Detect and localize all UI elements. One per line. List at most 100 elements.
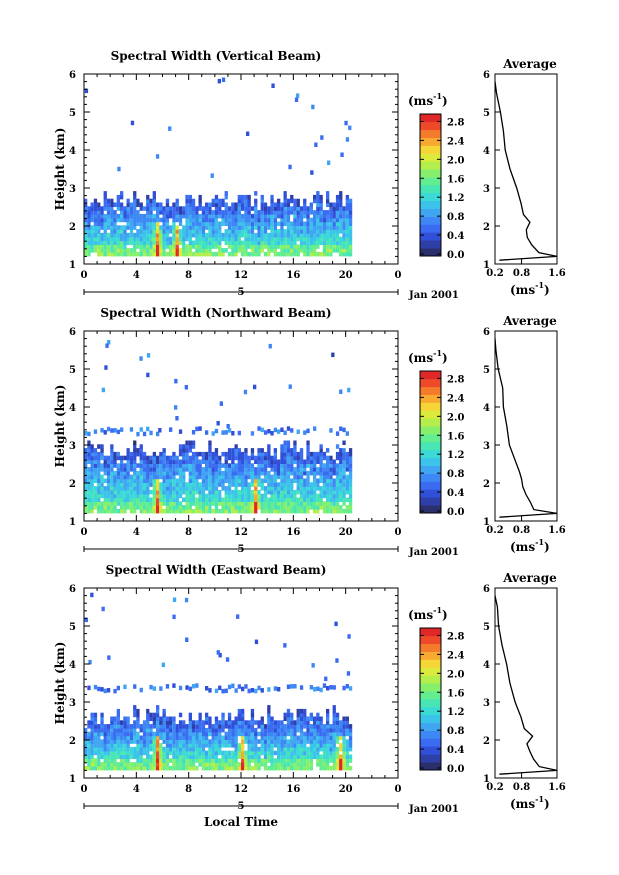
heatmap-cell bbox=[231, 229, 235, 234]
heatmap-cell bbox=[270, 229, 274, 234]
heatmap-cell bbox=[188, 762, 192, 767]
heatmap-cell bbox=[162, 463, 166, 468]
heatmap-cell bbox=[97, 758, 101, 763]
x-tick-label: 4 bbox=[133, 527, 140, 538]
heatmap-cell bbox=[152, 493, 156, 499]
heatmap-cell bbox=[273, 251, 277, 257]
heatmap-cell bbox=[313, 716, 317, 721]
heatmap-cell bbox=[241, 486, 245, 491]
heatmap-cell bbox=[234, 444, 238, 449]
heatmap-cell bbox=[126, 762, 130, 767]
heatmap-cell bbox=[335, 727, 340, 733]
heatmap-cell bbox=[185, 451, 189, 457]
heatmap-cell bbox=[329, 213, 333, 219]
avg-y-tick-label: 5 bbox=[483, 108, 490, 119]
heatmap-cell bbox=[188, 758, 192, 763]
heatmap-cell bbox=[221, 482, 225, 487]
heatmap-cell bbox=[294, 97, 299, 102]
heatmap-cell bbox=[244, 486, 248, 491]
heatmap-cell bbox=[172, 762, 176, 767]
heatmap-cell bbox=[241, 248, 245, 253]
heatmap-cell bbox=[329, 251, 333, 257]
heatmap-cell bbox=[100, 765, 104, 771]
heatmap-cell bbox=[280, 225, 284, 230]
heatmap-cell bbox=[293, 493, 297, 499]
heatmap-cell bbox=[126, 467, 130, 472]
heatmap-cell bbox=[113, 202, 117, 207]
heatmap-cell bbox=[93, 478, 98, 483]
heatmap-cell bbox=[313, 489, 317, 495]
heatmap-cell bbox=[159, 474, 163, 480]
heatmap-cell bbox=[237, 225, 241, 230]
heatmap-cell bbox=[175, 743, 179, 748]
heatmap-cell bbox=[116, 489, 120, 495]
heatmap-cell bbox=[283, 765, 287, 771]
heatmap-cell bbox=[139, 758, 143, 763]
heatmap-cell bbox=[273, 451, 277, 457]
heatmap-cell bbox=[188, 229, 192, 234]
heatmap-cell bbox=[103, 731, 107, 737]
heatmap-cell bbox=[283, 240, 287, 245]
heatmap-cell bbox=[116, 213, 120, 219]
heatmap-cell bbox=[146, 754, 150, 759]
heatmap-cell bbox=[133, 202, 137, 207]
heatmap-cell bbox=[250, 221, 255, 226]
heatmap-cell bbox=[156, 724, 160, 729]
heatmap-cell bbox=[250, 213, 255, 219]
heatmap-cell bbox=[162, 739, 166, 744]
heatmap-cell bbox=[270, 202, 274, 207]
heatmap-cell bbox=[201, 221, 206, 226]
heatmap-cell bbox=[286, 482, 291, 487]
heatmap-cell bbox=[303, 501, 307, 506]
heatmap-cell bbox=[106, 198, 111, 204]
heatmap-cell bbox=[332, 765, 336, 771]
heatmap-cell bbox=[175, 232, 179, 238]
heatmap-cell bbox=[316, 478, 320, 483]
heatmap-cell bbox=[123, 501, 127, 506]
heatmap-cell bbox=[221, 210, 225, 215]
heatmap-cell bbox=[120, 455, 124, 461]
heatmap-cell bbox=[191, 497, 196, 502]
heatmap-cell bbox=[345, 486, 349, 491]
heatmap-cell bbox=[191, 240, 196, 245]
heatmap-cell bbox=[93, 198, 98, 204]
colorbar-unit-close: ) bbox=[442, 94, 448, 108]
heatmap-cell bbox=[139, 754, 143, 759]
heatmap-cell bbox=[277, 202, 281, 207]
heatmap-cell bbox=[110, 754, 114, 759]
heatmap-cell bbox=[348, 497, 353, 502]
heatmap-cell bbox=[172, 482, 176, 487]
heatmap-cell bbox=[120, 765, 124, 771]
heatmap-cell bbox=[90, 731, 94, 737]
heatmap-cell bbox=[100, 716, 104, 721]
heatmap-cell bbox=[156, 739, 160, 744]
heatmap-cell bbox=[106, 508, 111, 514]
heatmap-cell bbox=[208, 244, 212, 249]
heatmap-cell bbox=[188, 746, 192, 752]
heatmap-cell bbox=[277, 467, 281, 472]
heatmap-cell bbox=[106, 467, 111, 472]
heatmap-cell bbox=[309, 248, 313, 253]
heatmap-cell bbox=[316, 497, 320, 502]
heatmap-cell bbox=[90, 501, 94, 506]
heatmap-cell bbox=[326, 735, 330, 740]
heatmap-cell bbox=[345, 750, 349, 756]
heatmap-cell bbox=[159, 225, 163, 230]
heatmap-cell bbox=[201, 217, 206, 223]
heatmap-cell bbox=[309, 727, 313, 733]
heatmap-cell bbox=[172, 597, 177, 602]
heatmap-cell bbox=[172, 489, 176, 495]
heatmap-cell bbox=[113, 727, 117, 733]
heatmap-cell bbox=[159, 727, 163, 733]
heatmap-cell bbox=[299, 685, 304, 690]
heatmap-cell bbox=[221, 474, 225, 480]
heatmap-cell bbox=[293, 505, 297, 510]
heatmap-cell bbox=[348, 489, 353, 495]
heatmap-cell bbox=[208, 467, 212, 472]
heatmap-cell bbox=[149, 221, 153, 226]
heatmap-cell bbox=[146, 194, 150, 200]
heatmap-cell bbox=[195, 217, 199, 223]
heatmap-cell bbox=[270, 198, 274, 204]
heatmap-cell bbox=[139, 478, 143, 483]
heatmap-cell bbox=[326, 248, 330, 253]
